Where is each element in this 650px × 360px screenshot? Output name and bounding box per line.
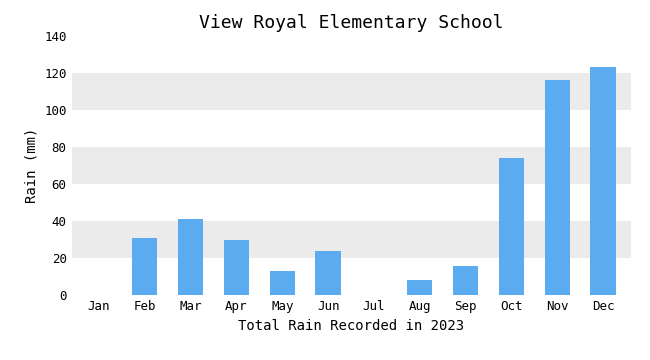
Bar (132, 238, 157, 295)
Bar (224, 240, 249, 295)
Bar (72, 110, 630, 147)
Bar (72, 147, 630, 184)
Bar (72, 184, 630, 221)
Bar (453, 266, 478, 295)
Bar (545, 80, 570, 295)
X-axis label: Total Rain Recorded in 2023: Total Rain Recorded in 2023 (238, 319, 464, 333)
Bar (315, 251, 341, 295)
Bar (72, 36, 630, 73)
Bar (72, 73, 630, 110)
Bar (178, 219, 203, 295)
Bar (270, 271, 295, 295)
Bar (499, 158, 524, 295)
Y-axis label: Rain (mm): Rain (mm) (25, 128, 38, 203)
Bar (72, 221, 630, 258)
Bar (72, 258, 630, 295)
Bar (407, 280, 432, 295)
Bar (590, 67, 616, 295)
Title: View Royal Elementary School: View Royal Elementary School (199, 14, 503, 32)
